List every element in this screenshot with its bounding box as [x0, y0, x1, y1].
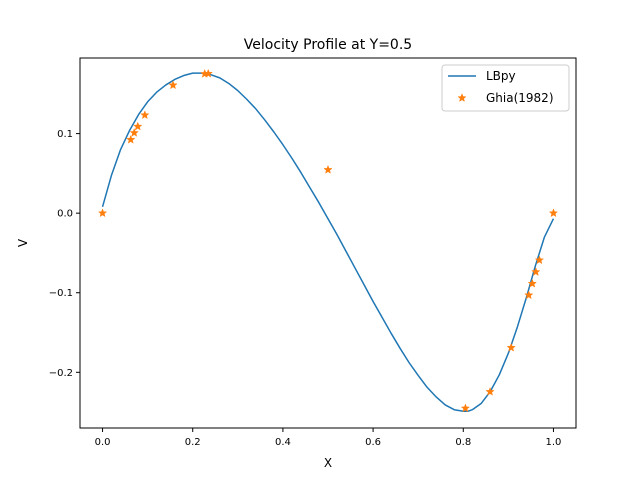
data-point-ghia	[133, 121, 143, 131]
y-axis-ticks: −0.2 −0.1 0.0 0.1	[49, 129, 80, 379]
x-tick-label: 0.6	[365, 437, 381, 448]
series-line-lbpy	[101, 72, 555, 413]
x-tick-label: 0.0	[95, 437, 111, 448]
y-tick-label: −0.1	[49, 288, 73, 299]
series-layer	[97, 68, 559, 413]
legend-label-lbpy: LBpy	[486, 69, 516, 83]
data-point-ghia	[548, 208, 559, 218]
x-tick-label: 0.4	[275, 437, 291, 448]
data-point-ghia	[168, 80, 178, 90]
data-point-ghia	[129, 127, 139, 137]
data-point-ghia	[323, 164, 333, 174]
data-point-ghia	[534, 255, 545, 265]
data-point-ghia	[485, 386, 495, 396]
x-axis-ticks: 0.0 0.2 0.4 0.6 0.8 1.0	[95, 428, 562, 448]
plot-area	[80, 58, 576, 428]
data-point-ghia	[203, 68, 213, 78]
legend: LBpy Ghia(1982)	[441, 64, 570, 112]
data-point-ghia	[527, 278, 537, 288]
data-point-ghia	[460, 403, 471, 413]
legend-label-ghia: Ghia(1982)	[486, 91, 554, 105]
y-tick-label: 0.0	[57, 209, 73, 220]
y-tick-label: 0.1	[57, 129, 73, 140]
x-axis-label: X	[324, 456, 332, 470]
data-point-ghia	[97, 208, 108, 218]
y-axis-label: V	[16, 238, 30, 247]
data-point-ghia	[126, 134, 136, 144]
plot-frame	[79, 57, 577, 429]
legend-star-marker	[457, 93, 467, 102]
data-point-ghia	[140, 110, 150, 120]
x-tick-label: 0.8	[455, 437, 471, 448]
y-tick-label: −0.2	[49, 368, 73, 379]
chart-title: Velocity Profile at Y=0.5	[244, 37, 412, 53]
x-tick-label: 1.0	[546, 437, 562, 448]
x-tick-label: 0.2	[185, 437, 201, 448]
data-point-ghia	[524, 290, 534, 300]
data-point-ghia	[506, 342, 516, 352]
data-point-ghia	[531, 267, 541, 276]
